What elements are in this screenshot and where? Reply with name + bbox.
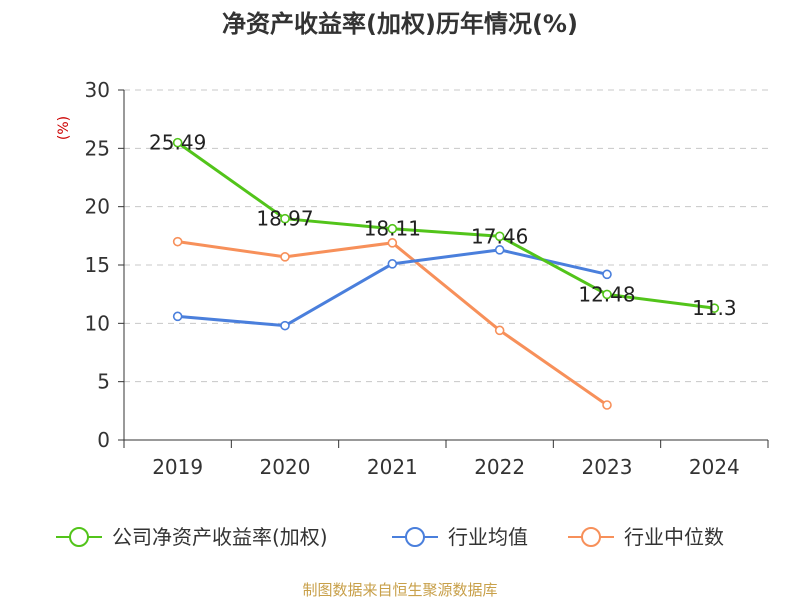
- data-point[interactable]: [172, 236, 183, 247]
- legend[interactable]: 公司净资产收益率(加权) 行业均值 行业中位数: [56, 525, 724, 549]
- x-tick-label: 2024: [689, 455, 740, 479]
- x-tick-label: 2023: [582, 455, 633, 479]
- data-point[interactable]: [602, 289, 612, 300]
- legend-label: 公司净资产收益率(加权): [112, 525, 328, 549]
- x-tick-label: 2021: [367, 455, 418, 479]
- y-tick-label: 5: [97, 370, 110, 394]
- y-tick-label: 25: [85, 136, 110, 160]
- data-point[interactable]: [387, 223, 398, 234]
- legend-item[interactable]: 公司净资产收益率(加权): [56, 525, 328, 549]
- data-point[interactable]: [280, 320, 290, 331]
- y-axis-unit-label: (%): [56, 116, 72, 140]
- y-tick-label: 20: [85, 195, 110, 219]
- data-label: 18.97: [256, 207, 313, 231]
- data-label: 12.48: [578, 282, 635, 306]
- y-tick-label: 15: [85, 253, 110, 277]
- data-point[interactable]: [387, 259, 398, 269]
- data-labels: 25.49 18.97 18.11 17.46 12.48 11.3: [149, 131, 737, 321]
- legend-item[interactable]: 行业中位数: [568, 525, 724, 549]
- data-label: 18.11: [364, 217, 421, 241]
- legend-marker: [405, 527, 425, 547]
- data-point[interactable]: [387, 238, 398, 248]
- legend-marker: [581, 527, 601, 547]
- source-note: 制图数据来自恒生聚源数据库: [302, 581, 497, 599]
- y-tick-label: 10: [85, 311, 110, 335]
- legend-marker: [69, 527, 89, 547]
- data-point[interactable]: [709, 303, 720, 313]
- series-group: [172, 137, 720, 410]
- legend-item[interactable]: 行业均值: [392, 525, 528, 549]
- chart-title: 净资产收益率(加权)历年情况(%): [222, 10, 578, 38]
- data-point[interactable]: [494, 245, 505, 255]
- x-tick-label: 2022: [474, 455, 525, 479]
- axes: 0 5 10 15 20 25 30 2019 2020 2021 2022 2023 2024: [85, 78, 769, 479]
- legend-label: 行业中位数: [624, 525, 724, 549]
- grid-lines: [124, 89, 768, 383]
- data-point[interactable]: [172, 311, 183, 322]
- data-point[interactable]: [494, 325, 505, 336]
- data-label: 17.46: [471, 224, 528, 248]
- legend-label: 行业均值: [448, 525, 528, 549]
- y-tick-label: 30: [85, 78, 110, 102]
- data-point[interactable]: [602, 269, 612, 280]
- x-tick-label: 2019: [152, 455, 203, 479]
- y-tick-label: 0: [97, 428, 110, 452]
- series-line: [176, 141, 716, 310]
- data-point[interactable]: [172, 137, 183, 148]
- data-point[interactable]: [280, 252, 290, 262]
- data-point[interactable]: [602, 400, 612, 410]
- data-point[interactable]: [280, 213, 290, 224]
- x-tick-label: 2020: [260, 455, 311, 479]
- data-point[interactable]: [494, 231, 505, 242]
- data-label: 25.49: [149, 131, 206, 155]
- data-label: 11.3: [692, 296, 737, 320]
